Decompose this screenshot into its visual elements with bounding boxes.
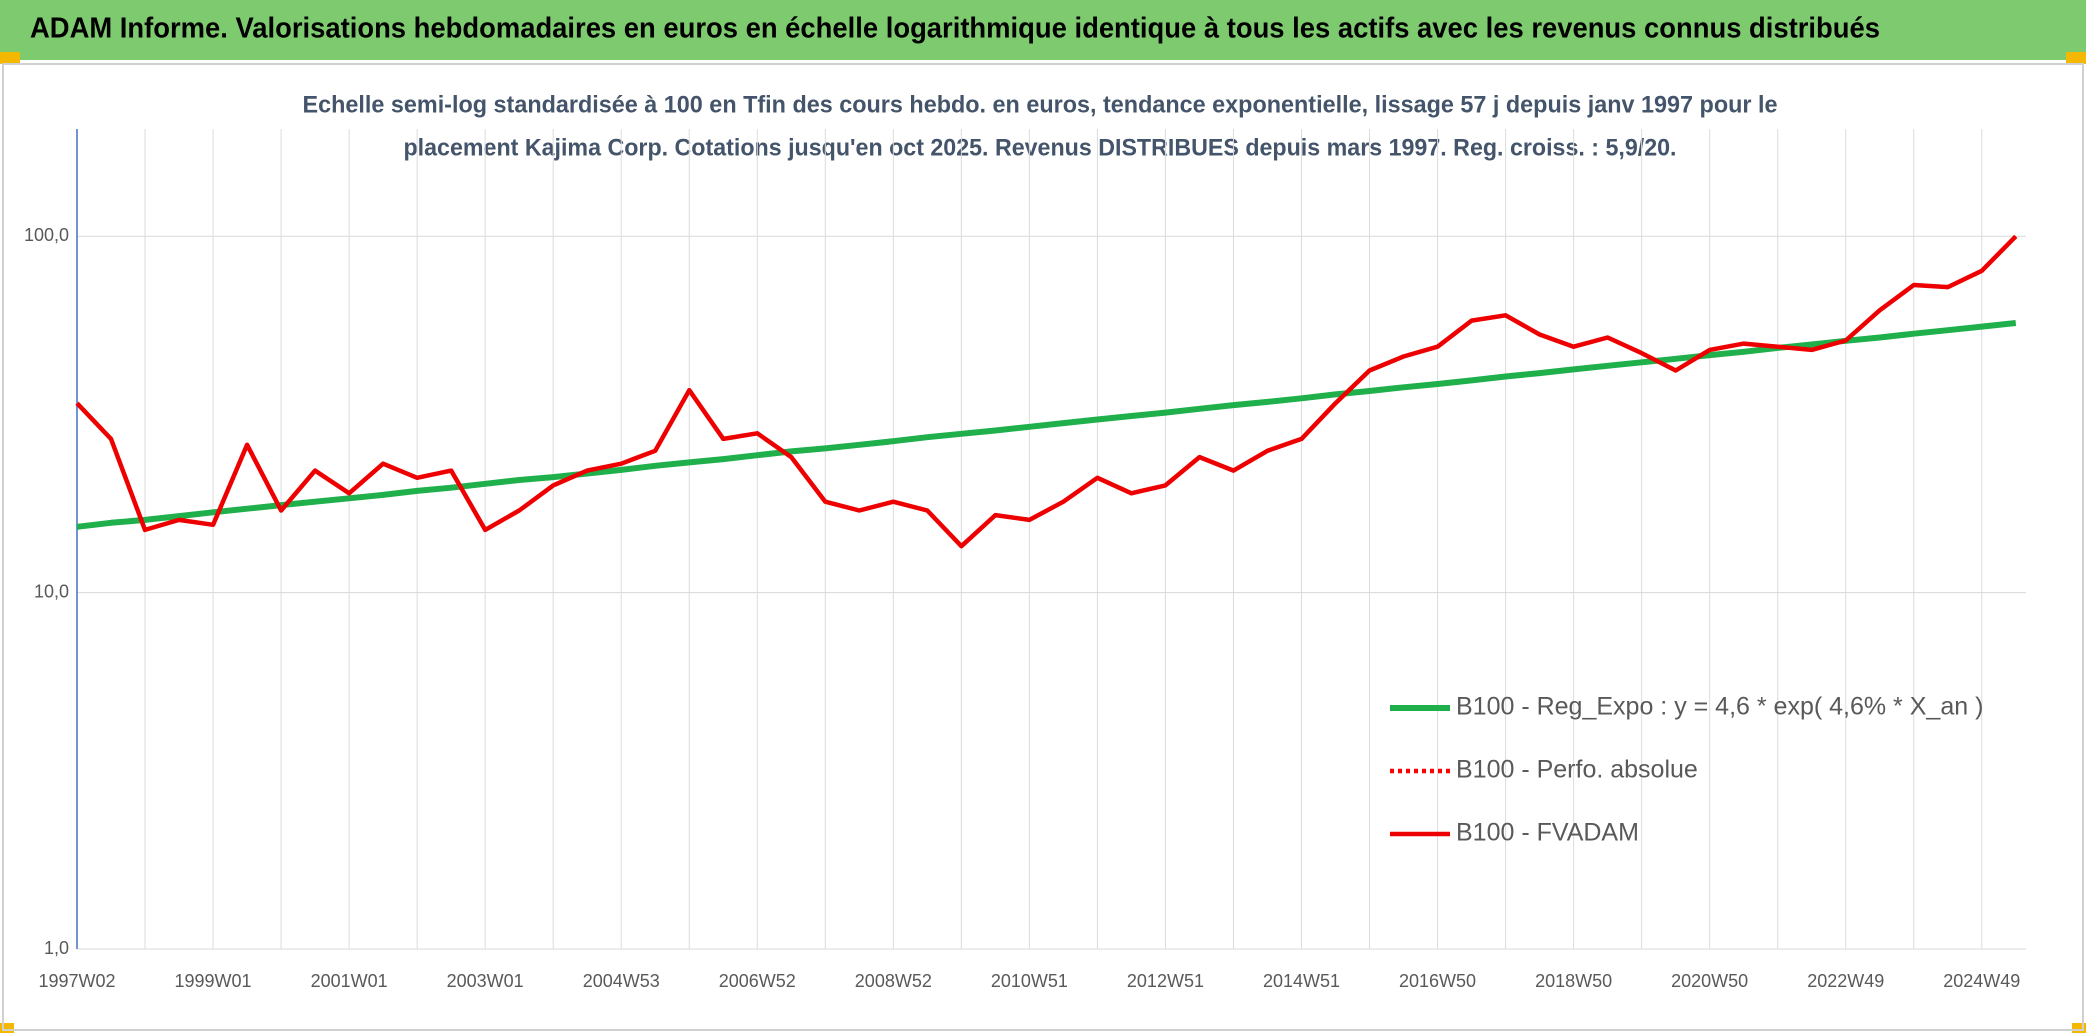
x-tick-label: 2014W51 xyxy=(1263,971,1340,991)
x-tick-label: 2024W49 xyxy=(1943,971,2020,991)
y-tick-label: 100,0 xyxy=(24,225,69,245)
x-tick-label: 2018W50 xyxy=(1535,971,1612,991)
x-tick-label: 1999W01 xyxy=(175,971,252,991)
x-tick-label: 2004W53 xyxy=(583,971,660,991)
x-tick-label: 2010W51 xyxy=(991,971,1068,991)
x-tick-label: 2016W50 xyxy=(1399,971,1476,991)
y-tick-label: 1,0 xyxy=(44,938,69,958)
chart-title: placement Kajima Corp. Cotations jusqu'e… xyxy=(404,134,1677,161)
y-tick-label: 10,0 xyxy=(34,581,69,601)
corner xyxy=(2066,52,2086,64)
header-bar xyxy=(0,0,2086,60)
x-tick-label: 2008W52 xyxy=(855,971,932,991)
x-tick-label: 2001W01 xyxy=(311,971,388,991)
corner xyxy=(2072,1023,2086,1033)
chart-title: Echelle semi-log standardisée à 100 en T… xyxy=(303,91,1778,118)
x-tick-label: 1997W02 xyxy=(38,971,115,991)
legend-label: B100 - Reg_Expo : y = 4,6 * exp( 4,6% * … xyxy=(1456,693,1983,721)
series-line xyxy=(76,320,2017,530)
x-tick-label: 2012W51 xyxy=(1127,971,1204,991)
header-title: ADAM Informe. Valorisations hebdomadaire… xyxy=(30,13,1880,45)
legend-label: B100 - FVADAM xyxy=(1456,819,1639,847)
legend-label: B100 - Perfo. absolue xyxy=(1456,756,1698,784)
corner xyxy=(0,1023,14,1033)
x-tick-label: 2006W52 xyxy=(719,971,796,991)
corner xyxy=(0,52,20,64)
x-tick-label: 2003W01 xyxy=(447,971,524,991)
series-line xyxy=(75,234,2018,549)
x-tick-label: 2022W49 xyxy=(1807,971,1884,991)
x-tick-label: 2020W50 xyxy=(1671,971,1748,991)
frame xyxy=(2,63,2084,1031)
